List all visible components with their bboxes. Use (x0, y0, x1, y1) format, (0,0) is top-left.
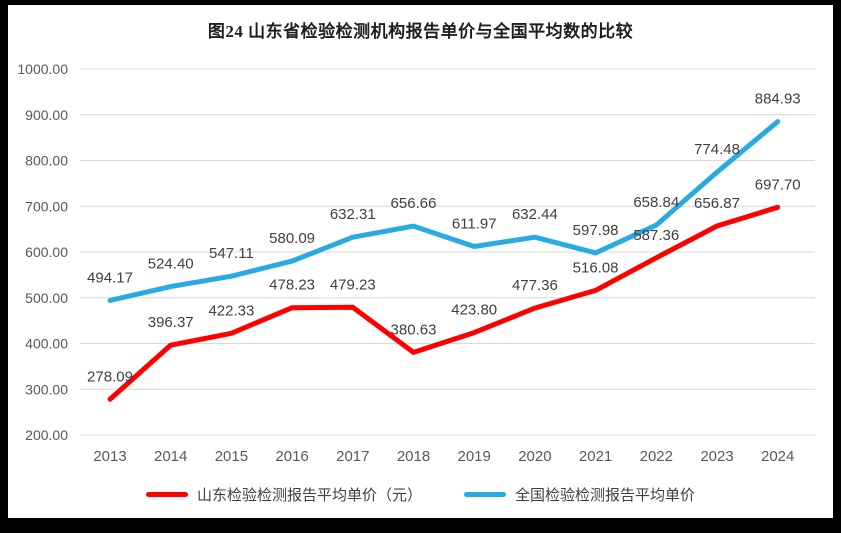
chart-canvas: 图24 山东省检验检测机构报告单价与全国平均数的比较 200.00 300.00 4… (8, 5, 833, 518)
svg-text:479.23: 479.23 (330, 276, 376, 293)
svg-text:516.08: 516.08 (573, 259, 619, 276)
svg-text:597.98: 597.98 (573, 222, 619, 239)
line-chart-plot-area: 200.00 300.00 400.00 500.00 600.00 700.00 800.… (17, 61, 815, 465)
svg-text:494.17: 494.17 (87, 269, 133, 286)
svg-text:700.00: 700.00 (25, 198, 68, 214)
svg-text:580.09: 580.09 (269, 230, 315, 247)
svg-text:423.80: 423.80 (451, 302, 497, 319)
svg-text:422.33: 422.33 (208, 302, 254, 319)
svg-text:632.31: 632.31 (330, 206, 376, 223)
svg-text:774.48: 774.48 (694, 141, 740, 158)
legend-swatch-blue-line (464, 492, 506, 497)
svg-text:300.00: 300.00 (25, 381, 68, 397)
svg-text:800.00: 800.00 (25, 153, 68, 169)
svg-text:2019: 2019 (458, 448, 491, 465)
svg-text:884.93: 884.93 (755, 91, 801, 108)
legend-label-national: 全国检验检测报告平均单价 (515, 487, 696, 504)
svg-text:632.44: 632.44 (512, 206, 558, 223)
legend: 山东检验检测报告平均单价（元） 全国检验检测报告平均单价 (8, 484, 833, 505)
svg-text:656.66: 656.66 (391, 195, 437, 212)
chart-title: 图24 山东省检验检测机构报告单价与全国平均数的比较 (207, 22, 634, 41)
svg-text:697.70: 697.70 (755, 176, 801, 193)
svg-text:587.36: 587.36 (633, 227, 679, 244)
svg-text:200.00: 200.00 (25, 427, 68, 443)
svg-text:2013: 2013 (93, 448, 126, 465)
svg-text:2022: 2022 (640, 448, 673, 465)
svg-text:477.36: 477.36 (512, 277, 558, 294)
svg-text:547.11: 547.11 (209, 245, 254, 262)
svg-text:400.00: 400.00 (25, 336, 68, 352)
svg-text:2023: 2023 (700, 448, 733, 465)
svg-text:658.84: 658.84 (633, 194, 679, 211)
svg-text:2020: 2020 (518, 448, 551, 465)
svg-text:500.00: 500.00 (25, 290, 68, 306)
svg-text:2018: 2018 (397, 448, 430, 465)
legend-item-national: 全国检验检测报告平均单价 (464, 484, 695, 505)
svg-text:2016: 2016 (275, 448, 308, 465)
svg-text:656.87: 656.87 (694, 195, 740, 212)
svg-text:611.97: 611.97 (452, 216, 497, 233)
svg-text:900.00: 900.00 (25, 107, 68, 123)
svg-text:396.37: 396.37 (148, 314, 194, 331)
svg-text:2021: 2021 (579, 448, 612, 465)
svg-text:600.00: 600.00 (25, 244, 68, 260)
svg-text:2017: 2017 (336, 448, 369, 465)
svg-text:524.40: 524.40 (148, 256, 194, 273)
svg-text:380.63: 380.63 (391, 321, 437, 338)
svg-text:1000.00: 1000.00 (17, 61, 68, 77)
legend-label-shandong: 山东检验检测报告平均单价（元） (196, 487, 422, 504)
legend-swatch-red-line (145, 492, 188, 497)
svg-text:278.09: 278.09 (87, 368, 133, 385)
svg-text:2024: 2024 (761, 448, 794, 465)
legend-item-shandong: 山东检验检测报告平均单价（元） (145, 484, 422, 505)
svg-text:2015: 2015 (215, 448, 248, 465)
svg-text:478.23: 478.23 (269, 277, 315, 294)
svg-text:2014: 2014 (154, 448, 187, 465)
